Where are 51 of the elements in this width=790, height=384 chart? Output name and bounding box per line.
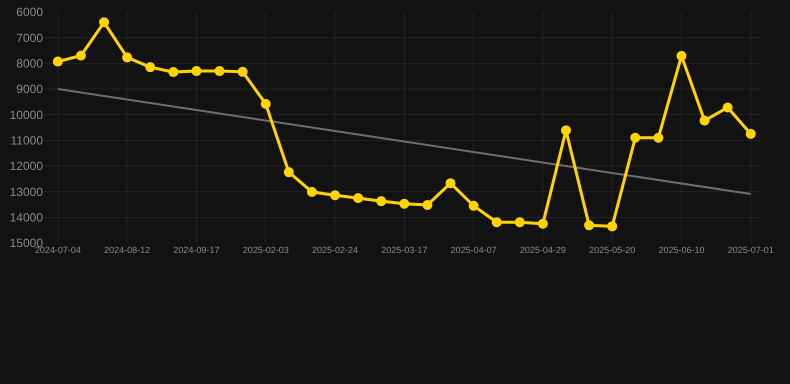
point <box>700 116 710 126</box>
point <box>676 50 686 61</box>
point <box>214 66 225 76</box>
x-tick-label: 2025-06-10 <box>658 245 704 255</box>
point <box>122 52 132 62</box>
y-tick-label: 14000 <box>10 210 44 225</box>
x-tick-label: 2025-07-01 <box>728 245 774 255</box>
y-tick-label: 13000 <box>10 184 44 199</box>
point <box>76 50 86 61</box>
x-tick-label: 2025-02-03 <box>242 245 289 255</box>
point <box>399 198 410 209</box>
point <box>492 217 502 228</box>
point <box>145 62 156 72</box>
point <box>538 218 548 229</box>
point <box>630 132 640 143</box>
point <box>446 178 456 188</box>
y-tick-label: 12000 <box>10 159 44 174</box>
point <box>191 66 202 76</box>
point <box>514 217 525 228</box>
x-tick-label: 2025-03-17 <box>381 245 428 255</box>
y-tick-label: 6000 <box>16 5 44 20</box>
point <box>353 193 364 204</box>
point <box>746 128 756 139</box>
point <box>584 220 594 230</box>
point <box>468 200 479 211</box>
point <box>306 186 317 197</box>
point <box>722 102 733 112</box>
point <box>422 200 432 210</box>
y-tick-label: 9000 <box>16 82 44 96</box>
point <box>99 17 110 28</box>
y-tick-label: 7000 <box>16 30 44 45</box>
point <box>653 132 664 143</box>
point <box>168 67 178 78</box>
x-tick-label: 2024-07-04 <box>34 245 81 255</box>
y-tick-label: 10000 <box>10 108 44 122</box>
point <box>607 221 618 232</box>
point <box>560 125 571 136</box>
point <box>376 196 386 206</box>
x-tick-label: 2025-04-29 <box>520 245 566 255</box>
x-tick-label: 2025-02-24 <box>312 245 358 255</box>
x-tick-label: 2024-08-12 <box>104 245 150 255</box>
y-tick-label: 11000 <box>10 134 44 148</box>
point <box>284 167 294 178</box>
point <box>52 56 63 67</box>
point <box>238 66 248 77</box>
point <box>330 190 340 200</box>
x-tick-label: 2025-04-07 <box>450 245 497 255</box>
x-tick-label: 2025-05-20 <box>589 245 636 255</box>
point <box>260 98 271 109</box>
x-tick-label: 2024-09-17 <box>173 245 220 255</box>
y-tick-label: 8000 <box>16 56 44 71</box>
